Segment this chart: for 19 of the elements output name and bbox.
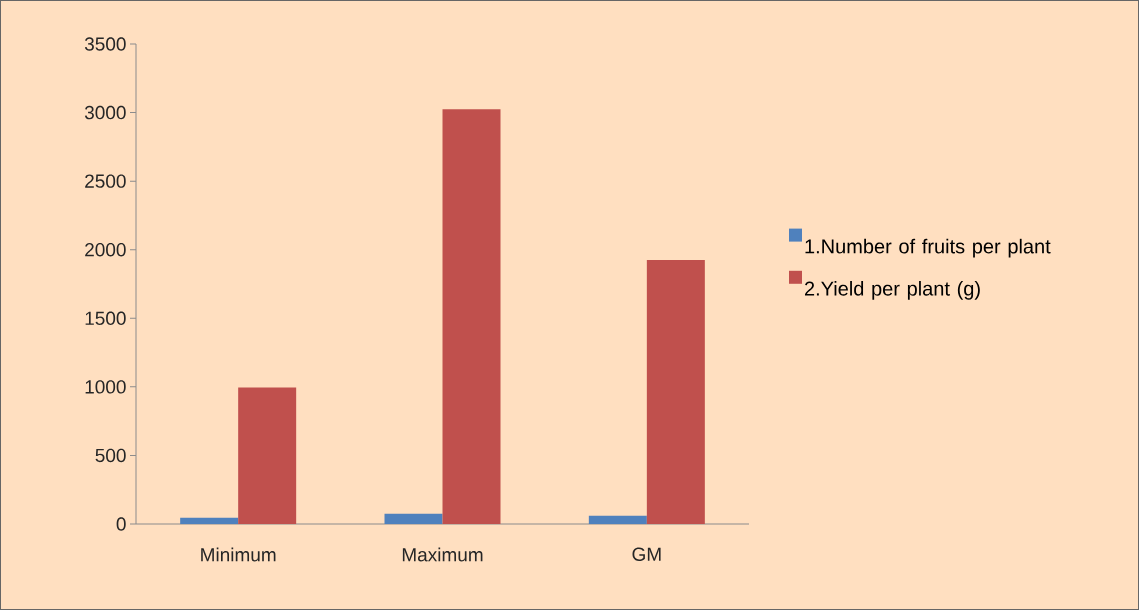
- x-tick-label: Minimum: [201, 547, 276, 562]
- bar: [238, 387, 297, 524]
- y-tick-label: 500: [95, 448, 126, 463]
- legend-label: 1.Number of fruits per plant: [805, 238, 1051, 258]
- y-tick-label: 1000: [85, 380, 126, 394]
- y-tick-label: 3500: [84, 37, 126, 51]
- y-tick-label: 1500: [85, 311, 126, 326]
- y-tick-label: 2500: [85, 174, 126, 188]
- legend-label: 2.Yield per plant (g): [804, 280, 980, 300]
- bar: [588, 515, 647, 524]
- x-tick-label: Maximum: [402, 547, 483, 562]
- y-tick-label: 3000: [84, 105, 126, 120]
- bar: [384, 513, 443, 524]
- bar: [180, 517, 239, 524]
- y-tick-label: 2000: [85, 242, 126, 257]
- y-tick-label: 0: [116, 517, 126, 531]
- bar: [442, 109, 501, 524]
- x-tick-label: GM: [632, 547, 661, 561]
- bar: [646, 260, 705, 524]
